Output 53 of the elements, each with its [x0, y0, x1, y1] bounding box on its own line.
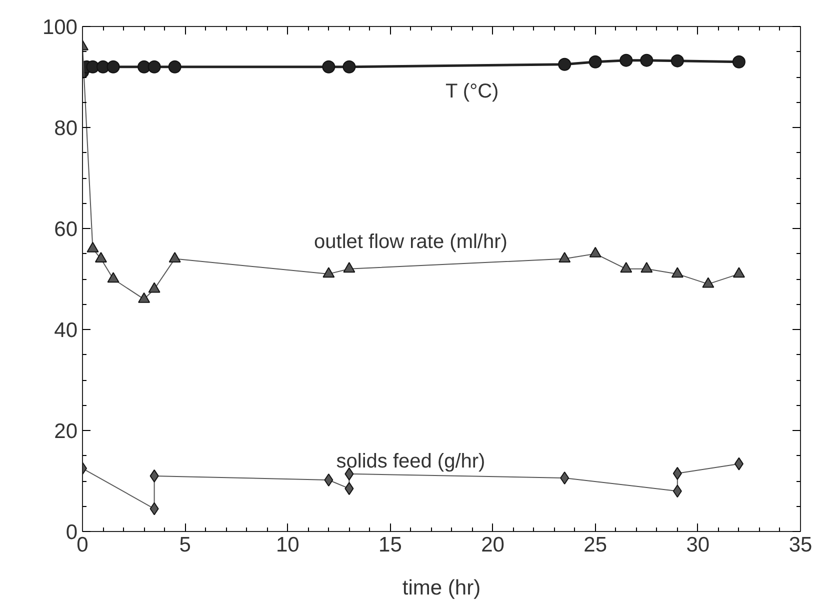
x-tick-label: 10 — [276, 534, 300, 556]
point — [344, 482, 354, 496]
point — [168, 60, 182, 74]
point — [702, 277, 714, 288]
point — [342, 60, 356, 74]
point — [96, 60, 110, 74]
x-tick-label: 30 — [686, 534, 710, 556]
point — [640, 262, 653, 273]
x-axis-title: time (hr) — [402, 576, 481, 600]
point — [86, 242, 99, 252]
y-tick-label: 60 — [54, 218, 78, 241]
point — [588, 55, 602, 68]
point — [94, 252, 107, 262]
point — [344, 467, 354, 480]
point — [672, 466, 682, 480]
point — [734, 457, 744, 470]
point — [670, 54, 684, 68]
point — [620, 262, 632, 273]
series-label: solids feed (g/hr) — [336, 450, 486, 473]
series-label: T (°C) — [446, 80, 499, 102]
x-tick-label: 5 — [179, 534, 191, 556]
point — [672, 484, 682, 498]
series-label: outlet flow rate (ml/hr) — [314, 230, 508, 253]
point — [732, 55, 746, 68]
x-tick-label: 35 — [788, 534, 812, 556]
point — [343, 262, 356, 273]
point — [106, 60, 120, 74]
point — [107, 272, 120, 283]
x-tick-label: 20 — [481, 534, 504, 556]
point — [620, 54, 633, 67]
point — [150, 469, 159, 482]
y-tick-label: 20 — [54, 420, 78, 443]
y-tick-label: 80 — [54, 117, 78, 140]
point — [148, 282, 160, 293]
point — [558, 58, 572, 71]
x-tick-label: 25 — [584, 534, 608, 556]
point — [558, 252, 571, 262]
point — [168, 252, 181, 262]
point — [150, 502, 159, 516]
y-tick-label: 40 — [54, 319, 78, 342]
point — [640, 54, 654, 67]
point — [589, 246, 602, 258]
point — [671, 267, 684, 278]
point — [148, 60, 161, 74]
point — [138, 60, 151, 74]
y-tick-label: 100 — [42, 16, 78, 39]
point — [324, 473, 334, 486]
x-tick-label: 15 — [378, 534, 402, 556]
point — [732, 267, 745, 278]
point — [560, 471, 570, 484]
point — [322, 60, 336, 74]
point — [138, 292, 150, 303]
point — [322, 267, 335, 278]
